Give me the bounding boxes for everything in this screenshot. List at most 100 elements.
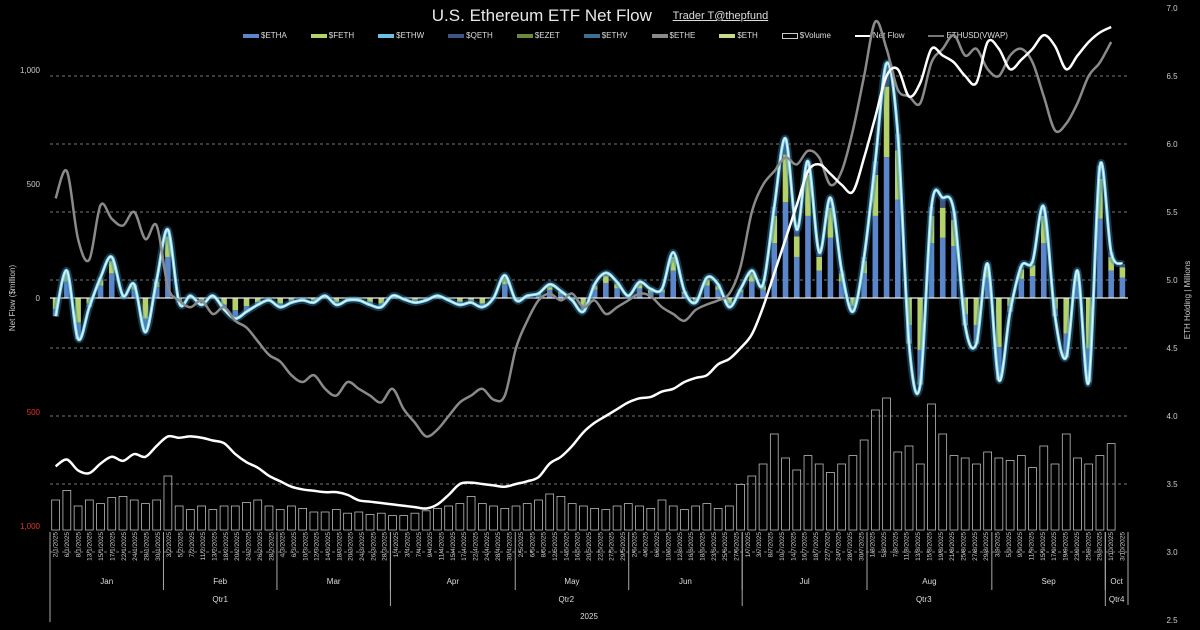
volume-bar <box>859 439 869 531</box>
legend-label: $EZET <box>534 31 560 40</box>
volume-bar <box>455 503 465 531</box>
legend-item-qeth[interactable]: $QETH <box>448 31 493 40</box>
volume-bar <box>938 433 948 531</box>
bar-etha <box>726 303 733 307</box>
legend-item-ethw[interactable]: $ETHW <box>378 31 424 40</box>
netflow-curve-glow <box>52 59 1125 398</box>
legend-label: $ETHV <box>601 31 628 40</box>
right-tick-label: 6.5 <box>1166 72 1178 81</box>
right-tick-label: 3.0 <box>1166 548 1178 557</box>
bar-feth <box>367 298 373 303</box>
volume-bar <box>1028 467 1037 531</box>
legend-item-eth[interactable]: $ETH <box>719 31 758 40</box>
legend-item-feth[interactable]: $FETH <box>310 31 354 40</box>
volume-bar <box>186 509 195 531</box>
x-tick-label: 11/8/2025 <box>904 532 911 561</box>
x-tick-label: 1/10/2025 <box>1108 532 1115 561</box>
x-tick-label: 26/3/2025 <box>370 532 377 561</box>
bar-qeth <box>1119 263 1126 268</box>
volume-bar <box>1050 463 1060 531</box>
volume-bar <box>904 445 914 531</box>
volume-bar <box>287 505 296 531</box>
legend-label: $ETHE <box>669 31 696 40</box>
volume-bar <box>332 509 341 531</box>
volume-bar <box>388 515 397 531</box>
legend-swatch <box>310 33 327 38</box>
bar-etha <box>153 287 160 298</box>
volume-bar <box>73 505 83 531</box>
volume-bar <box>713 507 723 531</box>
legend-swatch <box>651 33 668 38</box>
legend-item-volume[interactable]: $Volume <box>781 31 831 40</box>
bar-etha <box>1063 333 1070 352</box>
x-tick-label: 11/2/2025 <box>200 532 207 561</box>
bar-etha <box>210 296 216 298</box>
bar-feth <box>928 215 935 244</box>
legend-item-ezet[interactable]: $EZET <box>516 31 560 40</box>
volume-bar <box>511 505 521 531</box>
x-tick-label: 14/7/2025 <box>790 532 797 561</box>
x-tick-label: 23/6/2025 <box>711 532 718 561</box>
x-tick-label: 14/5/2025 <box>563 532 570 561</box>
legend-item-ethv[interactable]: $ETHV <box>583 31 628 40</box>
legend-item-etha[interactable]: $ETHA <box>243 31 287 40</box>
bar-feth <box>97 279 104 286</box>
bar-etha <box>1074 281 1081 298</box>
bar-etha <box>64 281 70 298</box>
volume-bar <box>118 495 128 531</box>
quarter-label: Qtr1 <box>212 595 228 604</box>
volume-bar <box>972 463 981 531</box>
x-tick-label: 10/3/2025 <box>302 532 309 561</box>
legend-swatch <box>719 33 736 38</box>
eth-holding-line <box>54 25 1112 510</box>
bar-etha <box>457 302 463 305</box>
volume-bar <box>174 505 184 531</box>
bar-etha <box>108 273 115 298</box>
bar-etha <box>872 215 879 298</box>
bar-etha <box>939 237 946 298</box>
x-tick-label: 17/4/2025 <box>461 532 468 561</box>
x-tick-label: 7/8/2025 <box>892 532 899 558</box>
bar-feth <box>861 261 867 274</box>
volume-bar <box>612 505 622 531</box>
bar-etha <box>603 282 609 298</box>
volume-bar <box>1005 459 1015 531</box>
volume-bar <box>781 457 790 531</box>
x-tick-label: 3/9/2025 <box>995 532 1002 558</box>
legend-item-ethe[interactable]: $ETHE <box>651 31 696 40</box>
x-tick-label: 15/9/2025 <box>1040 532 1047 561</box>
legend-label: ETHUSD(VWAP) <box>946 31 1008 40</box>
bar-etha <box>97 285 104 298</box>
bar-feth <box>299 298 306 300</box>
volume-bar <box>635 505 644 531</box>
bar-feth <box>827 207 834 238</box>
x-tick-label: 17/9/2025 <box>1051 532 1058 561</box>
x-tick-label: 16/5/2025 <box>575 532 582 561</box>
bar-etha <box>670 270 677 298</box>
bar-etha <box>704 285 710 298</box>
x-tick-label: 9/9/2025 <box>1017 532 1024 558</box>
volume-bar <box>871 409 880 531</box>
bar-etha <box>479 303 486 307</box>
x-tick-label: 8/1/2025 <box>75 532 82 558</box>
x-tick-label: 29/9/2025 <box>1097 532 1104 561</box>
volume-bar <box>84 499 94 531</box>
volume-bar <box>489 505 498 531</box>
bar-etha <box>131 289 138 298</box>
legend-item-ethusdvwap[interactable]: ETHUSD(VWAP) <box>928 31 1008 40</box>
x-tick-label: 15/4/2025 <box>450 532 457 561</box>
x-tick-label: 17/1/2025 <box>109 532 116 561</box>
month-label: Oct <box>1110 577 1123 586</box>
x-tick-label: 15/8/2025 <box>926 532 933 561</box>
bar-feth <box>670 256 677 271</box>
bar-feth <box>894 150 901 200</box>
legend-label: $QETH <box>466 31 493 40</box>
bar-feth <box>906 298 912 326</box>
bar-etha <box>681 293 688 298</box>
credit-link[interactable]: Trader T@thepfund <box>672 10 769 22</box>
year-label: 2025 <box>580 612 598 621</box>
bar-feth <box>423 298 429 300</box>
legend-item-netflow[interactable]: Net Flow <box>854 31 904 40</box>
bar-feth <box>1085 298 1092 349</box>
legend-label: $ETHA <box>261 31 287 40</box>
